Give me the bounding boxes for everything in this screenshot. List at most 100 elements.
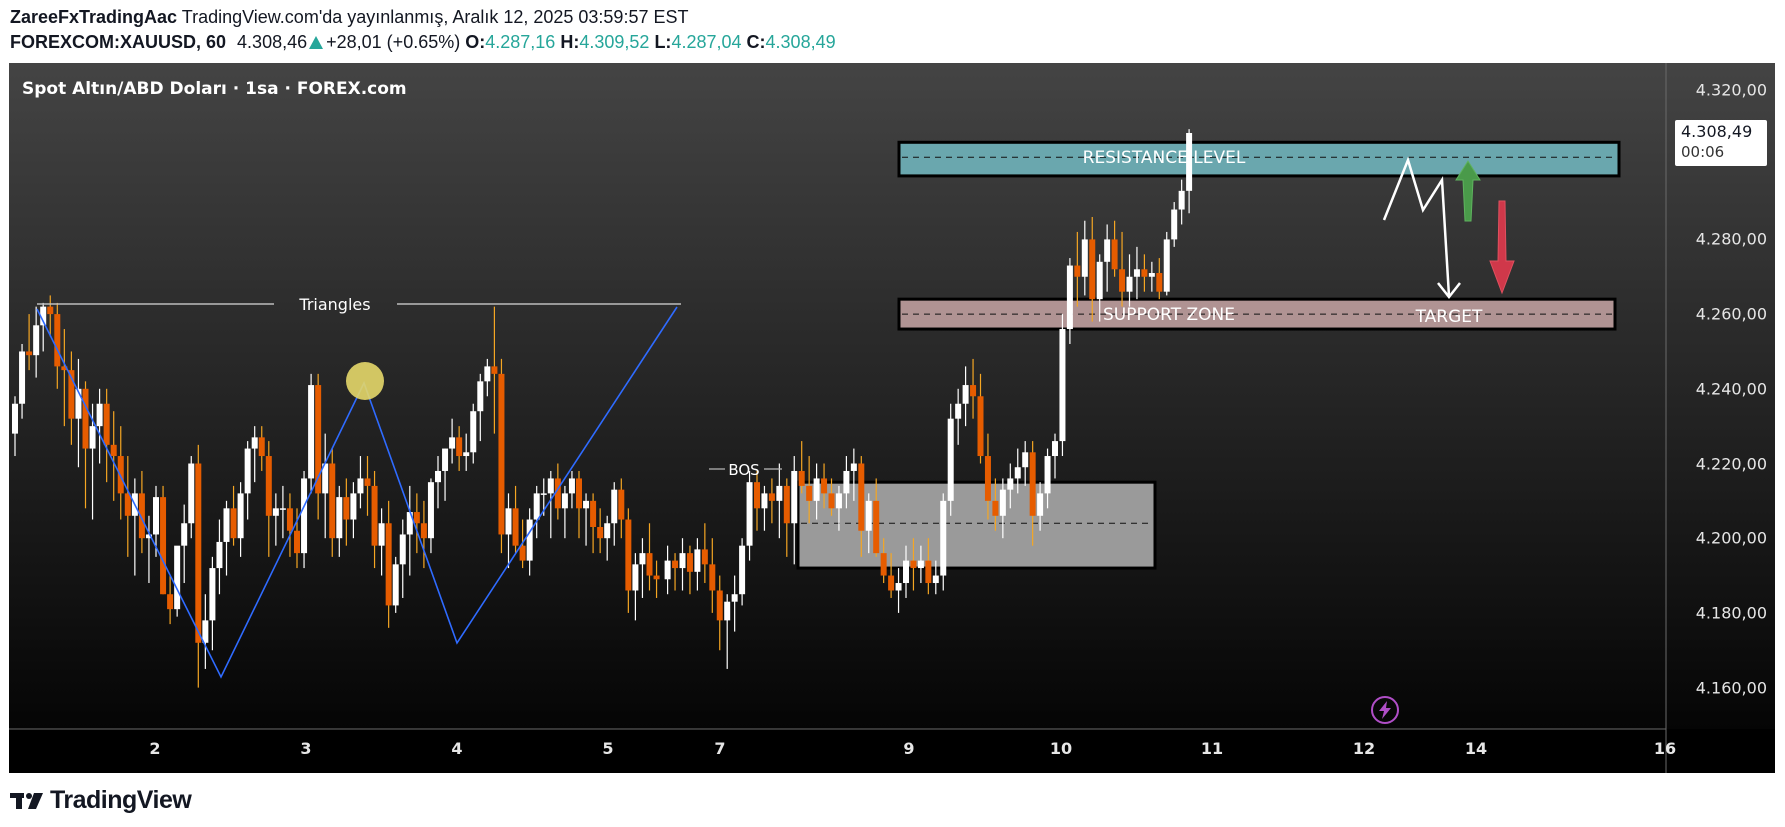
candle [625,519,632,591]
candle [526,519,533,561]
candle [308,385,315,479]
candle [491,366,498,374]
candle [82,388,89,449]
drawings-layer: Triangles BOS RESISTANCE LEVEL SUPPORT ZONE… [36,148,1515,679]
candle [835,493,842,509]
low-value: 4.287,04 [671,32,742,52]
candle [371,485,378,546]
candle [399,534,406,565]
candle [230,508,237,539]
candle [505,508,512,535]
close-value: 4.308,49 [765,32,836,52]
candle [776,485,783,501]
candle [903,560,909,584]
candle [977,396,984,457]
candle [138,493,145,539]
candle [427,482,434,539]
candle [858,463,865,531]
brand-name: TradingView [50,786,192,814]
price-tick-label: 4.180,00 [1695,603,1767,623]
candle [378,523,385,546]
candle [583,500,590,509]
candle [329,463,336,539]
candle [576,478,582,509]
price-chart[interactable]: Triangles BOS RESISTANCE LEVEL SUPPORT ZONE… [9,63,1775,773]
candle [1066,265,1073,330]
lightning-icon[interactable] [1370,695,1400,725]
candle [754,482,760,509]
resistance-zone [897,140,1621,178]
open-value: 4.287,16 [485,32,556,52]
publish-info: ZareeFxTradingAac TradingView.com'da yay… [10,7,688,28]
candle [364,478,371,486]
tradingview-logo[interactable]: TradingView [10,786,192,815]
candle [672,560,679,569]
candle [1007,478,1014,490]
candle [590,500,597,527]
tradingview-logo-icon [10,792,43,809]
candle [406,512,413,535]
arrow-down-icon [1489,200,1515,295]
candle [265,456,272,516]
resistance-label: RESISTANCE LEVEL [1083,148,1246,168]
candle [195,463,202,643]
candle [821,478,828,494]
candle [888,575,895,591]
candle [477,381,484,412]
candle [1104,239,1111,262]
candle [768,493,775,501]
candle [984,456,991,501]
candle [12,403,18,434]
price-tick-label: 4.200,00 [1695,528,1767,548]
time-tick-label: 2 [149,739,161,758]
candle [709,564,716,591]
candle [568,478,575,494]
chart-frame[interactable]: Triangles BOS RESISTANCE LEVEL SUPPORT ZONE… [9,63,1775,773]
candle [153,497,159,535]
candle [1133,269,1140,277]
candle [244,448,251,494]
candle [103,403,110,445]
candle [202,620,209,643]
candle [350,493,357,520]
candle [336,497,343,539]
candle [701,549,708,565]
candle [1037,493,1044,516]
candle [604,523,611,539]
open-label: O: [465,32,486,52]
target-label: TARGET [1415,307,1483,327]
price-tick-label: 4.240,00 [1695,379,1767,399]
time-tick-label: 7 [714,739,726,758]
candle [806,485,813,501]
candle [746,482,753,546]
candle [1156,273,1163,292]
candle [798,470,805,486]
candle [301,478,308,554]
high-value: 4.309,52 [579,32,650,52]
candle [413,512,420,524]
author-name[interactable]: ZareeFxTradingAac [10,7,178,27]
price-tick-label: 4.260,00 [1695,304,1767,324]
candle [110,444,117,457]
low-label: L: [654,32,672,52]
candle [117,456,124,494]
candle [223,508,230,542]
highlight-circle-icon [346,362,384,400]
candle [216,541,223,569]
candle [19,351,26,404]
candle [547,478,554,494]
candle [1074,265,1081,277]
time-tick-label: 5 [602,739,614,758]
candle [251,437,258,449]
symbol-info: FOREXCOM:XAUUSD, 60 4.308,46 +28,01 (+0.6… [10,32,836,53]
projection-path [1382,156,1451,297]
candle [791,470,798,524]
candle [167,594,174,610]
time-tick-label: 4 [451,739,463,758]
candle [1186,132,1193,191]
candle [1022,452,1029,468]
candle [533,493,540,520]
candle [873,500,880,554]
up-triangle-icon [309,36,324,49]
candle [1163,239,1170,292]
